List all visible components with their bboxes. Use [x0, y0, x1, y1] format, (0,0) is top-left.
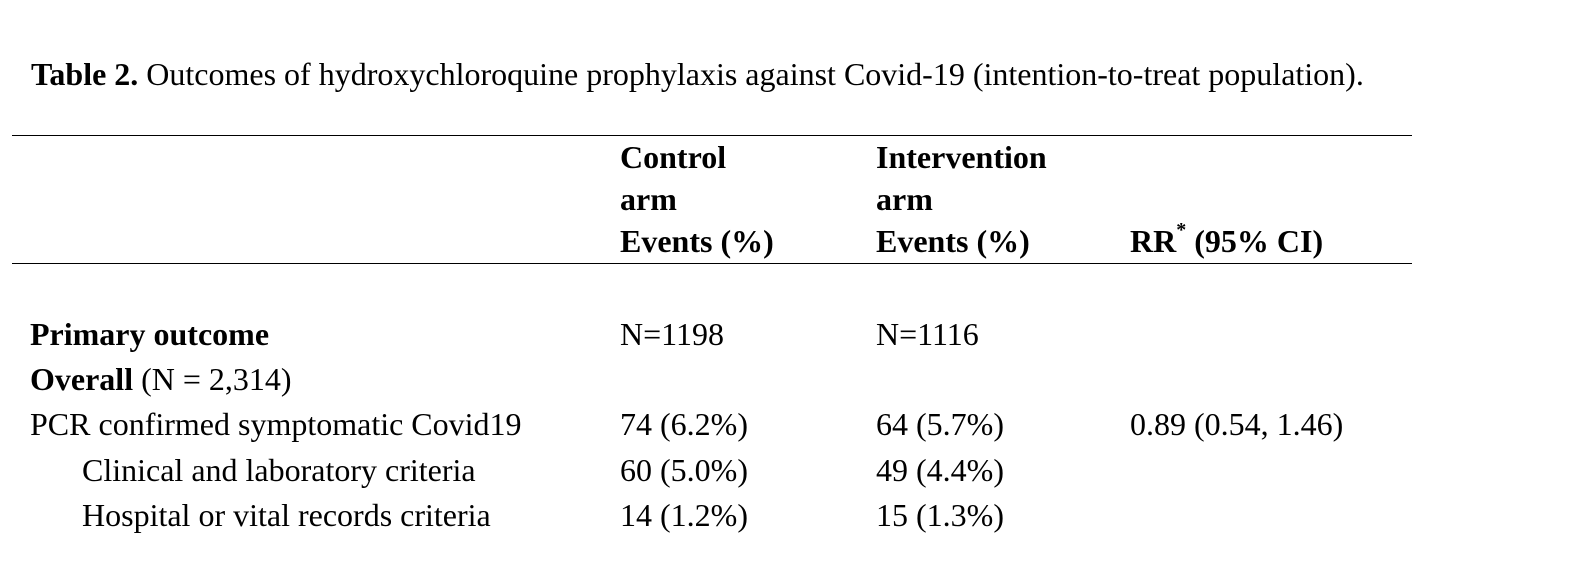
- table-caption-text: Outcomes of hydroxychloroquine prophylax…: [138, 56, 1364, 92]
- row-hospital-label: Hospital or vital records criteria: [82, 497, 491, 533]
- row-overall-label: Overall (N = 2,314): [30, 357, 292, 401]
- table-caption-label: Table 2.: [31, 56, 139, 92]
- header-rr-footnote-mark: *: [1176, 219, 1187, 242]
- row-clinical-intervention: 49 (4.4%): [876, 452, 1004, 488]
- row-pcr-intervention: 64 (5.7%): [876, 406, 1004, 442]
- row-hospital-intervention: 15 (1.3%): [876, 497, 1004, 533]
- table-caption: Table 2. Outcomes of hydroxychloroquine …: [31, 52, 1364, 96]
- row-pcr-control: 74 (6.2%): [620, 406, 748, 442]
- row-primary-control-n: N=1198: [620, 316, 724, 352]
- row-primary-intervention-n: N=1116: [876, 316, 979, 352]
- row-primary-outcome-label: Primary outcome: [30, 316, 270, 352]
- row-hospital-control: 14 (1.2%): [620, 497, 748, 533]
- header-control-line1: Control: [620, 139, 727, 175]
- row-overall-label-rest: (N = 2,314): [133, 361, 292, 397]
- header-intervention-line3: Events (%): [876, 223, 1030, 259]
- header-intervention-line2: arm: [876, 181, 933, 217]
- header-intervention-line1: Intervention: [876, 139, 1047, 175]
- row-pcr-rr: 0.89 (0.54, 1.46): [1130, 406, 1344, 442]
- header-control-arm: Control arm Events (%): [620, 136, 774, 262]
- row-clinical-label: Clinical and laboratory criteria: [82, 452, 476, 488]
- header-control-line2: arm: [620, 181, 677, 217]
- table-header-rule: [12, 263, 1412, 264]
- header-intervention-arm: Intervention arm Events (%): [876, 136, 1047, 262]
- row-clinical-control: 60 (5.0%): [620, 452, 748, 488]
- table-top-rule: [12, 135, 1412, 136]
- header-rr: RR* (95% CI): [1130, 220, 1323, 262]
- row-pcr-label: PCR confirmed symptomatic Covid19: [30, 406, 522, 442]
- header-rr-ci: (95% CI): [1186, 223, 1324, 259]
- header-rr-label: RR: [1130, 223, 1177, 259]
- header-control-line3: Events (%): [620, 223, 774, 259]
- row-overall-label-bold: Overall: [30, 361, 134, 397]
